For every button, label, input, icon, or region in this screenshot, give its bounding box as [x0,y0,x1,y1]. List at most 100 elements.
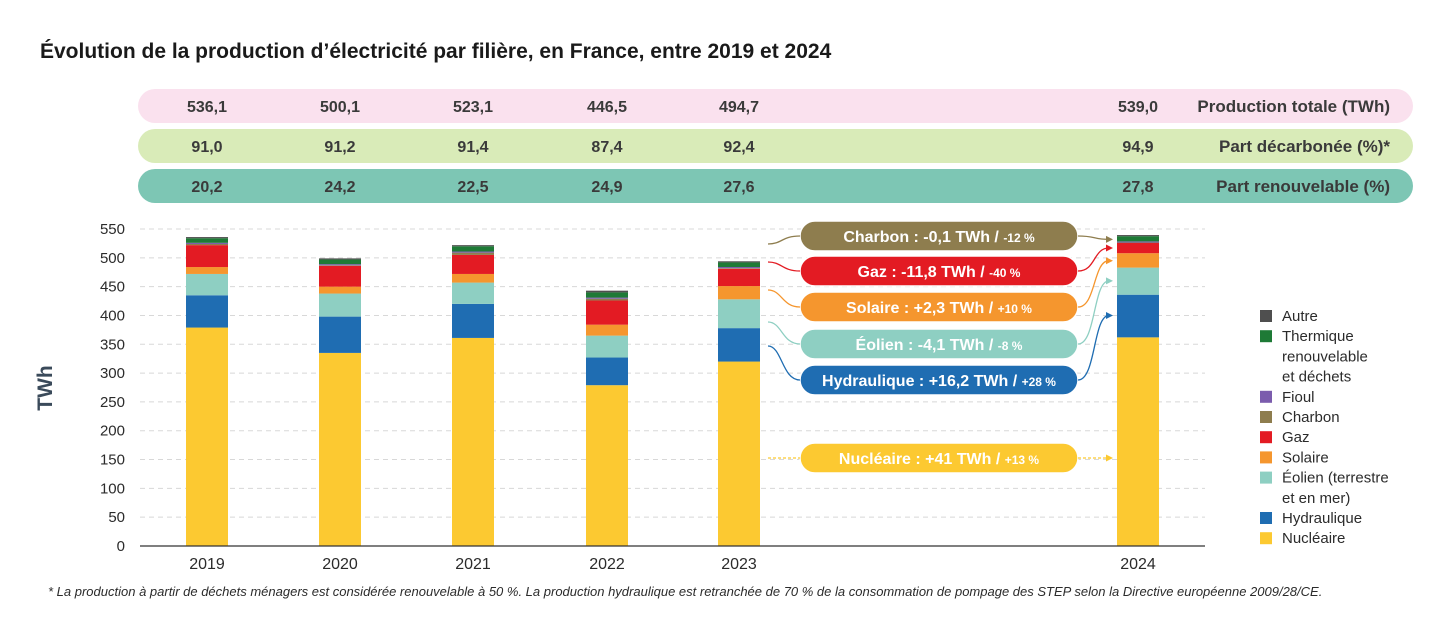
bar-segment [718,361,760,546]
summary-row-label: Part décarbonée (%)* [1219,137,1390,156]
summary-row: 20,2 24,2 22,5 24,9 27,6 27,8 Part renouvelabl… [138,169,1413,203]
annotation-arrow-line [1077,235,1110,241]
bar-segment [452,282,494,304]
legend-swatch [1260,512,1272,524]
annotation-percent: +13 % [1005,453,1040,467]
summary-row: 91,0 91,2 91,4 87,4 92,4 94,9 Part décarbonée … [138,129,1413,163]
y-tick-label: 500 [100,250,125,267]
bar-segment [586,298,628,301]
legend-item: Charbon [1260,409,1340,426]
bar-segment [586,290,628,293]
x-tick-label: 2020 [322,556,358,573]
footnote: * La production à partir de déchets ména… [48,584,1323,599]
bar-segment [186,243,228,246]
annotation-percent: -12 % [1003,231,1035,245]
bar-segment [1117,242,1159,244]
annotation-arrow-line [1077,314,1110,381]
summary-value: 536,1 [187,99,227,116]
bars [186,235,1159,546]
summary-row-label: Production totale (TWh) [1197,97,1390,116]
annotation-arrow-line [1077,247,1110,272]
legend-label: et déchets [1282,369,1351,386]
y-tick-label: 150 [100,452,125,469]
annotation-percent: +28 % [1022,375,1057,389]
bar-segment [1117,235,1159,237]
x-tick-label: 2022 [589,556,625,573]
bar-segment [586,297,628,299]
bar-stack [718,261,760,546]
summary-value: 446,5 [587,99,627,116]
summary-row-bg [138,169,1413,203]
bar-segment [452,254,494,274]
y-tick-label: 100 [100,480,125,497]
annotation: Hydraulique : +16,2 TWh / +28 % [767,311,1113,396]
bar-segment [1117,242,1159,254]
y-tick-label: 350 [100,336,125,353]
x-tick-label: 2019 [189,556,225,573]
bar-segment [718,267,760,269]
legend-label: Nucléaire [1282,530,1345,547]
bar-stack [186,237,228,546]
annotation-label: Hydraulique : +16,2 TWh / +28 % [822,373,1056,390]
summary-value: 500,1 [320,99,360,116]
y-tick-label: 400 [100,307,125,324]
bar-segment [319,258,361,260]
bar-stack [1117,235,1159,546]
bar-segment [186,295,228,328]
summary-value: 94,9 [1122,139,1153,156]
annotation: Éolien : -4,1 TWh / -8 % [767,277,1113,360]
summary-row: 536,1 500,1 523,1 446,5 494,7 539,0 Production… [138,89,1413,123]
annotation-percent: +10 % [998,302,1033,316]
legend-label: Fioul [1282,389,1315,406]
bar-segment [1117,241,1159,243]
annotation-arrowhead [1106,454,1113,462]
annotations: Charbon : -0,1 TWh / -12 % Gaz : -11,8 TW… [767,220,1113,474]
bar-segment [1117,267,1159,295]
bar-segment [319,265,361,287]
legend-swatch [1260,390,1272,403]
bar-segment [586,357,628,386]
y-tick-label: 200 [100,423,125,440]
annotation: Gaz : -11,8 TWh / -40 % [767,244,1113,287]
bar-segment [452,246,494,252]
bar-segment [186,238,228,243]
summary-value: 27,6 [723,179,754,196]
bar-segment [586,324,628,336]
bar-segment [452,273,494,283]
x-tick-label: 2024 [1120,556,1156,573]
y-tick-label: 550 [100,221,125,238]
summary-row-bg [138,89,1413,123]
legend-swatch [1260,532,1272,545]
bar-stack [319,258,361,546]
annotation-arrowhead [1106,311,1113,319]
annotation: Nucléaire : +41 TWh / +13 % [768,442,1113,474]
bar-segment [718,268,760,287]
bar-segment [186,327,228,546]
legend-swatch [1260,330,1272,343]
y-axis-label: TWh [34,365,57,410]
bar-segment [718,262,760,268]
bar-segment [319,352,361,546]
legend-item: Gaz [1260,429,1310,446]
bar-segment [319,286,361,294]
summary-value: 523,1 [453,99,493,116]
axes: 2019 2020 2021 2022 2023 2024 [140,545,1205,573]
annotation-arrow-line [1077,260,1110,308]
summary-value: 27,8 [1122,179,1153,196]
summary-value: 20,2 [191,179,222,196]
summary-value: 91,4 [457,139,488,156]
annotation-percent: -8 % [998,339,1023,353]
summary-value: 87,4 [591,139,622,156]
x-tick-label: 2023 [721,556,757,573]
annotation-arrowhead [1106,235,1113,243]
legend-item: Autre [1260,308,1318,325]
legend-label: Thermique [1282,328,1354,345]
summary-value: 24,2 [324,179,355,196]
summary-value: 24,9 [591,179,622,196]
bar-segment [1117,294,1159,338]
legend-label: Hydraulique [1282,510,1362,527]
annotation-label: Éolien : -4,1 TWh / -8 % [856,335,1023,354]
y-tick-label: 250 [100,394,125,411]
legend-item: Nucléaire [1260,530,1345,547]
bar-segment [452,251,494,253]
